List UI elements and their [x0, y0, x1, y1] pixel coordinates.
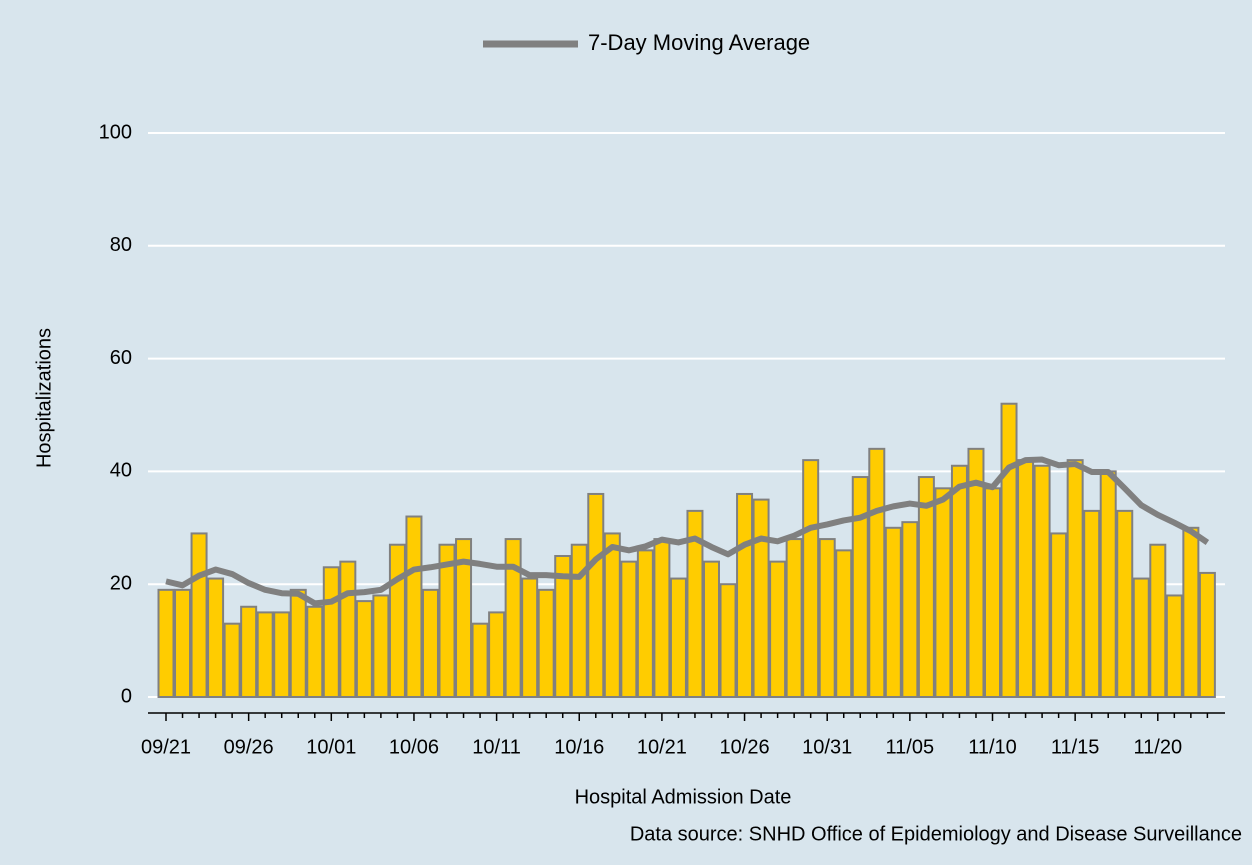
bar	[967, 447, 985, 698]
x-tick-label: 11/10	[968, 736, 1017, 758]
bar	[587, 492, 605, 698]
bar	[190, 532, 208, 698]
x-tick-label: 11/20	[1134, 736, 1183, 758]
bar	[769, 560, 787, 699]
y-tick-label: 20	[110, 572, 132, 594]
x-tick-label: 09/26	[224, 736, 274, 758]
bar	[455, 538, 473, 699]
bar	[719, 583, 737, 699]
bar	[256, 611, 274, 699]
x-tick-label: 10/31	[802, 736, 852, 758]
bar	[322, 566, 340, 699]
x-tick-label: 11/15	[1051, 736, 1100, 758]
bar	[620, 560, 638, 699]
bar	[1116, 509, 1134, 698]
x-tick-label: 11/05	[886, 736, 935, 758]
x-tick-label: 10/16	[554, 736, 604, 758]
bar	[1017, 459, 1035, 698]
bar	[157, 588, 175, 699]
bar	[223, 622, 241, 698]
bar	[554, 555, 572, 698]
bar	[653, 538, 671, 699]
bar	[984, 487, 1001, 698]
y-tick-label: 100	[99, 121, 132, 143]
bar	[802, 459, 820, 698]
bar	[884, 526, 902, 698]
bar	[421, 588, 439, 699]
bar	[603, 532, 621, 698]
bar	[702, 560, 720, 699]
bar	[1132, 577, 1150, 698]
bar	[355, 600, 373, 698]
bar	[438, 543, 456, 698]
bar	[537, 588, 555, 699]
bar	[1000, 402, 1018, 698]
bar	[785, 538, 803, 699]
bar	[471, 622, 489, 698]
bar	[405, 515, 423, 699]
bar	[835, 549, 853, 698]
bar	[570, 543, 588, 698]
bar	[1099, 470, 1117, 698]
bar	[686, 509, 704, 698]
x-tick-label: 10/01	[306, 736, 356, 758]
bar	[917, 476, 935, 699]
bar	[174, 588, 192, 699]
x-tick-label: 10/26	[720, 736, 770, 758]
bar	[934, 487, 952, 698]
x-tick-label: 10/11	[472, 736, 521, 758]
bar	[752, 498, 770, 698]
bar	[818, 538, 836, 699]
bar	[240, 605, 258, 699]
bar	[521, 577, 539, 698]
bar	[1033, 464, 1051, 699]
bar	[273, 611, 291, 699]
bar	[339, 560, 357, 699]
bar	[1182, 526, 1200, 698]
bar	[868, 447, 886, 698]
bar	[851, 476, 869, 699]
bar	[372, 594, 390, 698]
bar	[207, 577, 225, 698]
bar	[488, 611, 506, 699]
bar	[306, 605, 324, 699]
y-axis-label: Hospitalizations	[33, 328, 55, 468]
moving-average-line	[165, 456, 1210, 607]
legend-label: 7-Day Moving Average	[588, 30, 810, 55]
bar	[901, 521, 919, 698]
bar	[388, 543, 406, 698]
y-tick-label: 0	[121, 685, 132, 707]
bar	[950, 464, 968, 699]
y-tick-label: 80	[110, 234, 132, 256]
x-axis-label: Hospital Admission Date	[575, 786, 792, 808]
bar	[636, 549, 654, 698]
bar	[1050, 532, 1068, 698]
x-tick-label: 10/06	[389, 736, 439, 758]
bar	[504, 538, 522, 699]
y-tick-label: 40	[110, 460, 132, 482]
bar	[1083, 509, 1101, 698]
bar	[289, 588, 307, 699]
source-note: Data source: SNHD Office of Epidemiology…	[630, 823, 1242, 845]
bar	[1066, 459, 1084, 698]
x-tick-label: 09/21	[141, 736, 191, 758]
bar	[736, 492, 754, 698]
bar	[1198, 571, 1216, 698]
bar	[1149, 543, 1167, 698]
y-tick-label: 60	[110, 347, 132, 369]
bar	[669, 577, 687, 698]
x-tick-label: 10/21	[637, 736, 687, 758]
bar	[1165, 594, 1183, 698]
